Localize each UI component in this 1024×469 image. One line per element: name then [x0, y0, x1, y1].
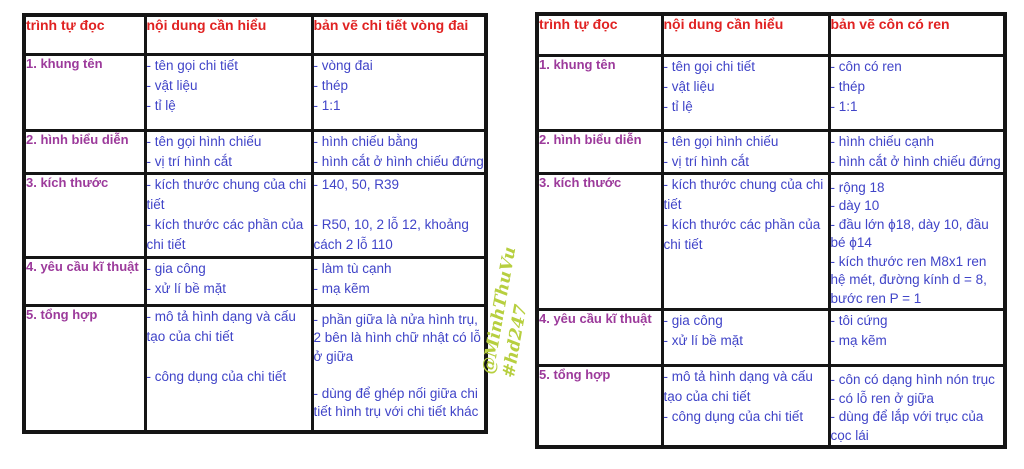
row-drawing: - côn có ren - thép - 1:1	[827, 53, 1007, 132]
header-reading-order: trình tự đọc	[22, 13, 147, 56]
row-label: 5. tổng hợp	[22, 303, 147, 434]
table-row: 2. hình biểu diễn - tên gọi hình chiếu -…	[22, 128, 488, 175]
row-label: 2. hình biểu diễn	[535, 128, 664, 175]
row-content: - mô tả hình dạng và cấu tạo của chi tiế…	[143, 303, 314, 434]
row-label: 1. khung tên	[535, 53, 664, 132]
row-label: 3. kích thước	[22, 171, 147, 259]
row-content: - gia công - xử lí bề mặt	[143, 255, 314, 307]
row-content: - tên gọi chi tiết - vật liệu - tỉ lệ	[660, 53, 831, 132]
row-drawing: - côn có dạng hình nón trục - có lỗ ren …	[827, 364, 1007, 449]
table-vong-dai: trình tự đọc nội dung cần hiểu bản vẽ ch…	[22, 13, 488, 434]
header-drawing-title: bản vẽ côn có ren	[827, 12, 1007, 57]
row-label: 4. yêu cầu kĩ thuật	[535, 308, 664, 367]
table-row: 1. khung tên - tên gọi chi tiết - vật li…	[535, 53, 1007, 132]
table-row: 3. kích thước - kích thước chung của chi…	[535, 171, 1007, 311]
table-header-row: trình tự đọc nội dung cần hiểu bản vẽ ch…	[22, 13, 488, 56]
row-drawing: - phần giữa là nửa hình trụ, 2 bên là hì…	[310, 303, 488, 434]
row-label: 2. hình biểu diễn	[22, 128, 147, 175]
table-row: 2. hình biểu diễn - tên gọi hình chiếu -…	[535, 128, 1007, 175]
row-content: - kích thước chung của chi tiết - kích t…	[143, 171, 314, 259]
row-drawing: - vòng đai - thép - 1:1	[310, 52, 488, 132]
table-row: 3. kích thước - kích thước chung của chi…	[22, 171, 488, 259]
row-label: 1. khung tên	[22, 52, 147, 132]
header-reading-order: trình tự đọc	[535, 12, 664, 57]
row-content: - tên gọi chi tiết - vật liệu - tỉ lệ	[143, 52, 314, 132]
row-content: - mô tả hình dạng và cấu tạo của chi tiế…	[660, 364, 831, 449]
table-con-co-ren: trình tự đọc nội dung cần hiểu bản vẽ cô…	[535, 12, 1007, 449]
row-content: - kích thước chung của chi tiết - kích t…	[660, 171, 831, 311]
row-label: 3. kích thước	[535, 171, 664, 311]
row-drawing: - làm tù cạnh - mạ kẽm	[310, 255, 488, 307]
table-header-row: trình tự đọc nội dung cần hiểu bản vẽ cô…	[535, 12, 1007, 57]
row-drawing: - hình chiếu bằng - hình cắt ở hình chiế…	[310, 128, 488, 175]
row-content: - tên gọi hình chiếu - vị trí hình cắt	[660, 128, 831, 175]
header-drawing-title: bản vẽ chi tiết vòng đai	[310, 13, 488, 56]
row-drawing: - rộng 18 - dày 10 - đầu lớn ϕ18, dày 10…	[827, 171, 1007, 311]
table-row: 1. khung tên - tên gọi chi tiết - vật li…	[22, 52, 488, 132]
row-drawing: - 140, 50, R39 - R50, 10, 2 lỗ 12, khoản…	[310, 171, 488, 259]
row-label: 5. tổng hợp	[535, 364, 664, 449]
row-content: - tên gọi hình chiếu - vị trí hình cắt	[143, 128, 314, 175]
row-drawing: - tôi cứng - mạ kẽm	[827, 308, 1007, 367]
table-row: 5. tổng hợp - mô tả hình dạng và cấu tạo…	[535, 364, 1007, 449]
table-row: 4. yêu cầu kĩ thuật - gia công - xử lí b…	[22, 255, 488, 307]
table-row: 5. tổng hợp - mô tả hình dạng và cấu tạo…	[22, 303, 488, 434]
table-row: 4. yêu cầu kĩ thuật - gia công - xử lí b…	[535, 308, 1007, 367]
row-drawing: - hình chiếu cạnh - hình cắt ở hình chiế…	[827, 128, 1007, 175]
header-content-to-understand: nội dung cần hiểu	[143, 13, 314, 56]
row-label: 4. yêu cầu kĩ thuật	[22, 255, 147, 307]
header-content-to-understand: nội dung cần hiểu	[660, 12, 831, 57]
row-content: - gia công - xử lí bề mặt	[660, 308, 831, 367]
